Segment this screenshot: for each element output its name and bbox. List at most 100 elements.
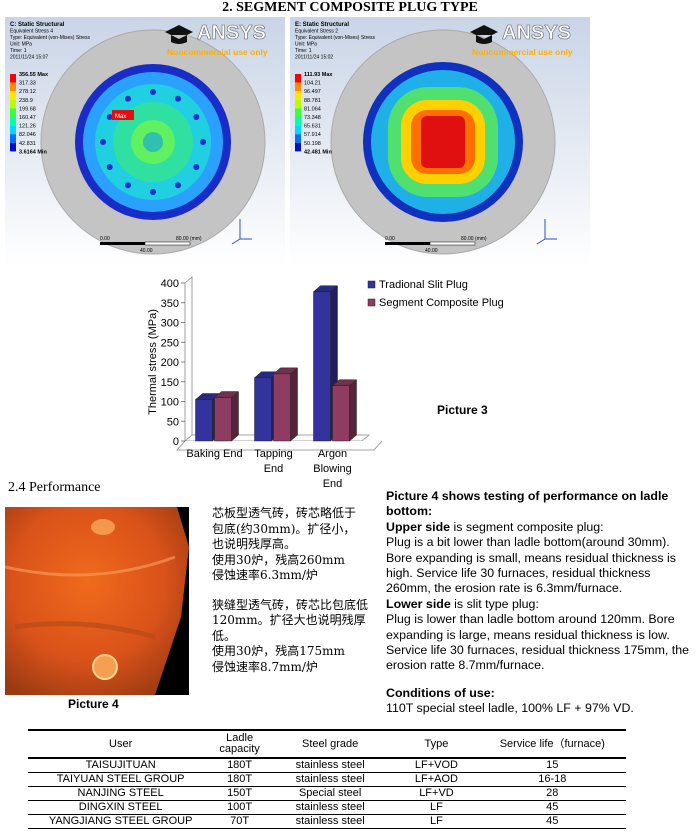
lower-intro: is slit type plug: (450, 596, 539, 611)
scale-label: 40.00 (140, 248, 153, 254)
description: Picture 4 shows testing of performance o… (386, 489, 692, 729)
table-cell: 70T (230, 815, 250, 827)
picture4-caption: Picture 4 (68, 697, 119, 711)
legend-value: 50.198 (304, 141, 321, 147)
x-tick-label: Baking End (186, 448, 242, 460)
logo-name: ANSYS (197, 22, 266, 44)
y-tick-label: 400 (161, 278, 179, 290)
note-block: 狭缝型透气砖，砖芯比包底低 120mm。扩径大也说明残厚低。 使用30炉，残高175… (212, 598, 387, 676)
sim-header: E: Static Structural (295, 22, 349, 28)
hole (200, 139, 206, 145)
legend-band (10, 142, 16, 152)
table-cell: 16-18 (538, 773, 567, 785)
upper-text: Plug is a bit lower than ladle bottom(ar… (386, 535, 676, 596)
table-cell: YANGJIANG STEEL GROUP (48, 815, 193, 827)
legend-band (10, 99, 16, 109)
chart-floor (176, 440, 383, 451)
header-cell: Steel grade (302, 737, 359, 750)
header-cell: Service life（furnace) (499, 737, 605, 750)
note-line: 120mm。扩径大也说明残厚低。 (212, 613, 366, 643)
note-line: 侵蚀速率6.3mm/炉 (212, 568, 318, 582)
hole (150, 89, 156, 95)
legend-value: 65.631 (304, 124, 321, 130)
y-axis-title: Thermal stress (MPa) (147, 309, 159, 415)
y-tick-label: 0 (173, 436, 179, 448)
table-cell: LF+AOD (414, 773, 459, 785)
chart: 0 50 100 150 200 250 300 350 400 Thermal stress (… (147, 276, 504, 490)
legend-label: Tradional Slit Plug (379, 279, 468, 291)
table-cell: stainless steel (295, 815, 365, 827)
hole (150, 189, 156, 195)
sim-header: Equivalent Stress 4 (10, 29, 53, 35)
header-cell: User (109, 737, 133, 750)
y-tick-label: 350 (161, 298, 179, 310)
logo-note: Noncommercial use only (472, 47, 573, 57)
table-header: User Ladle capacity Steel grade Type Service… (28, 730, 626, 758)
hole (106, 164, 113, 170)
legend-value: 88.781 (304, 98, 321, 104)
legend-value: 238.9 (19, 98, 33, 104)
sim-header: Unit: MPa (10, 42, 32, 48)
legend-label: Segment Composite Plug (379, 297, 504, 309)
y-tick-label: 250 (161, 337, 179, 349)
note-line: 使用30炉，残高175mm (212, 644, 345, 658)
band (421, 116, 465, 168)
legend-band (295, 99, 301, 109)
scale-bar (144, 241, 191, 246)
table-cell: TAIYUAN STEEL GROUP (56, 773, 185, 785)
bar (195, 399, 213, 442)
table-row: NANJING STEEL 150T Special steel LF+VD 28 (28, 787, 626, 801)
usage-table: User Ladle capacity Steel grade Type Service… (28, 729, 626, 829)
scale-bar (100, 242, 145, 245)
section-heading: 2.4 Performance (8, 480, 101, 495)
legend-band (10, 82, 16, 92)
conditions-text: 110T special steel ladle, 100% LF + 97% … (386, 701, 634, 716)
scale-bar (429, 241, 476, 246)
legend-value: 278.12 (19, 89, 36, 95)
max-marker (112, 110, 134, 120)
picture4-photo (5, 507, 189, 695)
scale-label: 0.00 (385, 236, 395, 242)
sim-header: C: Static Structural (10, 22, 65, 28)
x-tick-label: Argon Blowing End (313, 448, 352, 490)
table-cell: TAISUJITUAN (85, 759, 156, 771)
legend-value: 3.6164 Min (19, 149, 47, 155)
logo-note: Noncommercial use only (167, 47, 268, 57)
hole (175, 95, 181, 102)
desc-heading: Picture 4 shows testing of performance o… (386, 489, 669, 519)
legend-band (295, 82, 301, 92)
bar (254, 377, 272, 442)
table-cell: 180T (227, 759, 253, 771)
table-cell: LF+VD (419, 787, 454, 799)
hole (193, 114, 200, 120)
legend-value: 82.046 (19, 132, 36, 138)
scale-label: 80.00 (mm) (176, 236, 202, 242)
hole (175, 182, 181, 189)
table-row: DINGXIN STEEL 100T stainless steel LF 45 (28, 801, 626, 815)
table-row: TAIYUAN STEEL GROUP 180T stainless steel LF… (28, 773, 626, 787)
logo-hat (470, 25, 498, 44)
legend-band (295, 108, 301, 117)
note-line: 包底(约30mm)。扩径小， (212, 521, 356, 536)
legend-value: 42.831 (19, 141, 36, 147)
note-line: 也说明残厚高。 (212, 537, 297, 551)
bar-side (349, 379, 357, 442)
table-cell: LF+VOD (414, 759, 459, 771)
page-title: 2. SEGMENT COMPOSITE PLUG TYPE (222, 0, 478, 15)
legend-value: 121.26 (19, 124, 36, 130)
table-cell: LF (430, 815, 443, 827)
legend-value: 42.481 Min (304, 149, 332, 155)
axis-triad (231, 219, 252, 245)
y-tick-label: 50 (167, 416, 179, 428)
header-cell: Ladle capacity (219, 732, 260, 755)
picture3-caption: Picture 3 (437, 403, 488, 417)
table-cell: NANJING STEEL (77, 787, 164, 799)
table-cell: stainless steel (295, 801, 365, 813)
header-cell: Type (424, 737, 449, 750)
bar-side (290, 367, 298, 442)
sim-header: Time: 1 (295, 48, 312, 54)
table-cell: 28 (546, 787, 559, 799)
upper-label: Upper side (386, 519, 451, 534)
legend-band (295, 91, 301, 100)
